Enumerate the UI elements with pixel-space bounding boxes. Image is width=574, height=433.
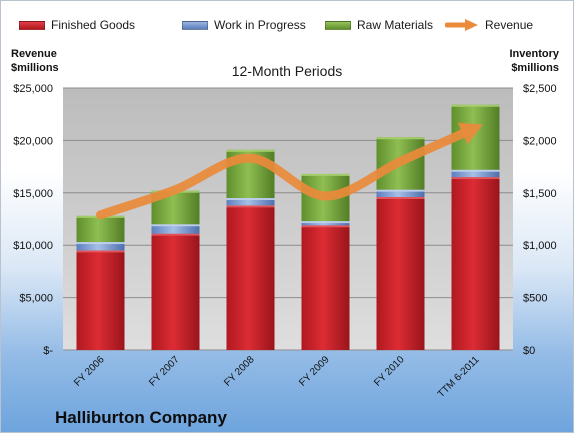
bar-cap [76,250,125,253]
legend-item-work-in-progress: Work in Progress [182,15,306,35]
left-axis-title: Revenue $millions [11,47,71,75]
left-axis-title-line2: $millions [11,62,59,74]
legend: Finished Goods Work in Progress Raw Mate… [19,15,563,35]
bar-work-in-progress [226,198,275,206]
left-tick-label: $10,000 [13,240,53,252]
x-tick-label: FY 2008 [222,354,257,389]
x-axis-ticks: FY 2006 FY 2007 FY 2008 FY 2009 FY 2010 TTM 6… [72,354,482,400]
bar-cap [451,169,500,172]
bar-cap [226,205,275,208]
bar-work-in-progress [376,189,425,197]
bar-cap [376,196,425,199]
bar-cap [451,104,500,107]
right-axis-title-line2: $millions [511,62,559,74]
bar-cap [301,173,350,176]
legend-item-raw-materials: Raw Materials [325,15,433,35]
bar-work-in-progress [301,221,350,226]
right-tick-label: $500 [523,293,547,305]
company-name: Halliburton Company [55,408,227,427]
x-tick-label: TTM 6-2011 [436,354,482,400]
right-axis-title: Inventory $millions [509,47,559,75]
left-tick-label: $- [43,345,53,357]
bar-cap [151,224,200,227]
legend-swatch-work-in-progress [182,20,208,30]
legend-swatch-raw-materials [325,20,351,30]
bar-raw-materials [76,215,125,243]
left-tick-label: $15,000 [13,188,53,200]
legend-label-work-in-progress: Work in Progress [214,18,306,32]
right-tick-label: $1,000 [523,240,557,252]
bar-finished-goods [301,225,350,350]
legend-label-raw-materials: Raw Materials [357,18,434,32]
bar-cap [226,149,275,152]
bar-cap [301,225,350,228]
bar-finished-goods [76,250,125,350]
left-tick-label: $20,000 [13,135,53,147]
legend-swatch-finished-goods [19,20,45,30]
x-tick-label: FY 2009 [297,354,332,389]
legend-label-finished-goods: Finished Goods [51,18,136,32]
left-axis-ticks: $- $5,000 $10,000 $15,000 $20,000 $25,000 [13,83,53,357]
bar-finished-goods [151,233,200,350]
right-tick-label: $2,000 [523,135,557,147]
bar-cap [376,189,425,192]
bar-cap [76,242,125,245]
left-tick-label: $5,000 [19,293,53,305]
x-tick-label: FY 2006 [72,354,107,389]
bar-work-in-progress [151,224,200,234]
chart-subtitle: 12-Month Periods [231,63,343,79]
bar-cap [376,137,425,140]
left-axis-title-line1: Revenue [11,48,57,60]
right-tick-label: $0 [523,345,535,357]
bar-finished-goods [376,196,425,350]
bar-work-in-progress [76,242,125,251]
left-tick-label: $25,000 [13,83,53,95]
bar-work-in-progress [451,169,500,178]
revenue-line [96,122,483,220]
plot-area [63,88,513,350]
legend-label-revenue: Revenue [485,18,534,32]
legend-arrow-icon [445,19,478,31]
right-axis-ticks: $0 $500 $1,000 $1,500 $2,000 $2,500 [523,83,557,357]
legend-item-revenue: Revenue [445,15,533,35]
bar-cap [151,233,200,236]
x-tick-label: FY 2010 [372,354,407,389]
bar-cap [451,177,500,180]
revenue-line-path [96,128,468,220]
right-axis-title-line1: Inventory [509,48,559,60]
revenue-arrowhead [457,122,483,145]
legend-item-finished-goods: Finished Goods [19,15,135,35]
right-tick-label: $2,500 [523,83,557,95]
right-tick-label: $1,500 [523,188,557,200]
x-tick-label: FY 2007 [147,354,182,389]
bar-cap [301,221,350,224]
bar-finished-goods [451,177,500,350]
bar-cap [226,198,275,201]
bar-finished-goods [226,205,275,350]
